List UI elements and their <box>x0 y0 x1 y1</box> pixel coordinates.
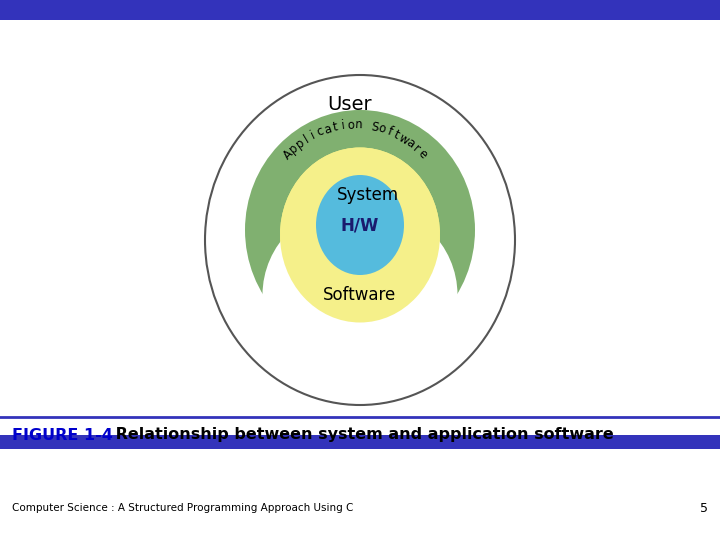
Text: p: p <box>293 136 307 151</box>
Text: User: User <box>328 96 372 114</box>
Text: FIGURE 1-4: FIGURE 1-4 <box>12 428 113 442</box>
Text: n: n <box>355 118 363 132</box>
Text: a: a <box>323 122 333 137</box>
Text: Relationship between system and application software: Relationship between system and applicat… <box>110 428 613 442</box>
Text: p: p <box>287 141 301 156</box>
Ellipse shape <box>245 110 475 350</box>
Text: w: w <box>396 131 411 147</box>
Bar <box>0 435 720 449</box>
Bar <box>0 0 720 20</box>
Text: A: A <box>280 147 295 161</box>
Text: o: o <box>347 118 355 132</box>
Text: a: a <box>403 136 417 151</box>
Ellipse shape <box>205 75 515 405</box>
Text: Software: Software <box>323 286 397 304</box>
Ellipse shape <box>280 147 440 322</box>
Text: System: System <box>337 186 399 204</box>
Text: i: i <box>341 119 346 132</box>
Text: o: o <box>377 122 387 137</box>
Ellipse shape <box>280 147 440 322</box>
Text: t: t <box>392 129 402 142</box>
Text: i: i <box>309 129 318 141</box>
Text: 5: 5 <box>700 502 708 515</box>
Text: S: S <box>369 120 379 134</box>
Text: Computer Science : A Structured Programming Approach Using C: Computer Science : A Structured Programm… <box>12 503 354 513</box>
Ellipse shape <box>316 175 404 275</box>
Ellipse shape <box>263 202 457 388</box>
Text: e: e <box>415 147 429 161</box>
Text: t: t <box>332 120 339 134</box>
Text: l: l <box>302 133 311 146</box>
Text: H/W: H/W <box>341 216 379 234</box>
Text: r: r <box>410 142 423 156</box>
Text: f: f <box>385 125 394 139</box>
Text: c: c <box>315 125 325 139</box>
